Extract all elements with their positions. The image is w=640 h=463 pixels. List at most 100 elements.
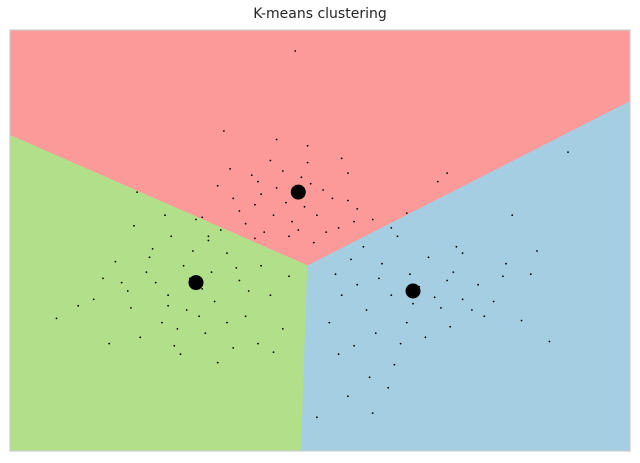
data-point: [461, 298, 464, 301]
data-point: [192, 250, 194, 252]
data-point: [201, 216, 204, 219]
data-point: [291, 220, 293, 223]
data-point: [536, 250, 538, 252]
data-point: [405, 321, 408, 324]
data-point: [378, 277, 380, 280]
centroid-marker-2: [405, 283, 421, 299]
data-point: [483, 315, 486, 318]
data-point: [77, 304, 80, 307]
data-point: [176, 328, 179, 330]
data-point: [179, 353, 182, 356]
data-point: [232, 197, 235, 200]
data-point: [294, 50, 297, 52]
data-point: [353, 220, 355, 223]
data-point: [409, 273, 411, 276]
data-point: [424, 336, 427, 339]
data-point: [446, 172, 448, 175]
data-point: [340, 157, 343, 160]
data-point: [312, 241, 315, 244]
data-point: [300, 176, 303, 179]
data-point: [257, 342, 259, 345]
data-point: [185, 309, 188, 311]
data-point: [393, 363, 396, 366]
data-point: [446, 279, 448, 282]
data-point: [207, 239, 210, 242]
data-point: [374, 332, 377, 334]
data-point: [254, 203, 256, 206]
data-point: [167, 304, 170, 307]
data-point: [316, 416, 318, 419]
data-point: [567, 151, 569, 154]
data-point: [216, 361, 219, 364]
data-point: [250, 174, 253, 177]
data-point: [492, 300, 495, 303]
data-point: [390, 294, 393, 297]
data-point: [154, 281, 157, 284]
data-point: [390, 227, 393, 229]
data-point: [433, 296, 436, 299]
data-point: [254, 237, 256, 240]
data-point: [440, 307, 442, 309]
data-point: [133, 224, 135, 227]
data-point: [368, 376, 371, 379]
data-point: [226, 321, 228, 324]
data-point: [529, 273, 532, 276]
data-point: [257, 180, 259, 183]
data-point: [167, 294, 170, 297]
data-point: [55, 317, 58, 320]
data-point: [198, 315, 201, 318]
data-point: [195, 218, 197, 221]
data-point: [288, 235, 290, 238]
data-point: [114, 260, 117, 263]
data-point: [520, 319, 523, 322]
data-point: [399, 342, 402, 345]
data-point: [260, 193, 262, 196]
data-point: [226, 252, 228, 255]
data-point: [303, 205, 306, 208]
data-point: [145, 271, 148, 273]
data-point: [229, 168, 232, 170]
data-point: [316, 214, 318, 217]
data-point: [263, 231, 266, 234]
data-point: [108, 342, 111, 345]
data-point: [244, 315, 247, 318]
data-point: [161, 321, 163, 324]
data-point: [164, 214, 166, 217]
data-point: [309, 182, 312, 185]
data-point: [505, 262, 507, 265]
data-point: [477, 283, 479, 286]
data-point: [204, 332, 207, 334]
data-point: [297, 229, 300, 231]
chart-title: K-means clustering: [253, 6, 387, 22]
data-point: [285, 201, 287, 204]
data-point: [322, 189, 324, 191]
data-point: [471, 309, 473, 311]
data-point: [347, 199, 349, 202]
data-point: [148, 256, 151, 259]
data-point: [337, 227, 340, 229]
data-point: [272, 351, 275, 353]
data-point: [306, 144, 309, 147]
data-point: [288, 275, 290, 278]
data-point: [170, 235, 173, 238]
data-points: [55, 50, 569, 419]
data-point: [232, 347, 235, 349]
data-point: [334, 273, 337, 276]
data-point: [362, 245, 365, 248]
data-point: [548, 340, 551, 343]
data-point: [356, 208, 359, 210]
data-point: [455, 245, 458, 248]
data-point: [213, 300, 216, 303]
data-point: [350, 258, 352, 261]
data-point: [281, 328, 284, 330]
data-point: [511, 214, 514, 217]
data-point: [405, 212, 408, 215]
data-point: [306, 161, 309, 164]
data-point: [151, 248, 154, 250]
data-point: [337, 353, 340, 356]
data-point: [347, 172, 349, 175]
data-point: [340, 294, 343, 297]
data-point: [102, 277, 104, 280]
data-point: [371, 218, 374, 221]
